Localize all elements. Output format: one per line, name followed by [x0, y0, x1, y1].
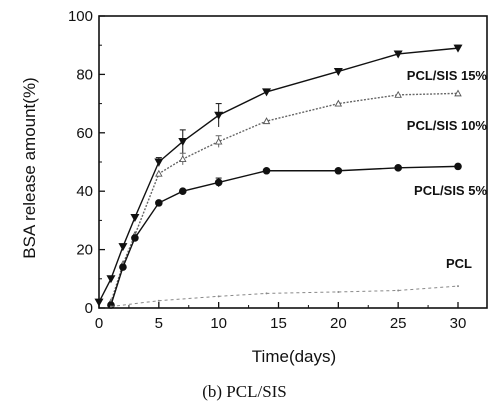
x-tick-label: 5 — [155, 315, 163, 332]
data-point — [454, 89, 462, 97]
data-point — [106, 275, 116, 284]
data-point — [337, 290, 340, 293]
series-line — [110, 92, 459, 303]
y-tick-label: 100 — [68, 8, 93, 25]
series-label-3: PCL — [446, 256, 472, 271]
data-point — [118, 243, 128, 252]
data-point — [262, 88, 272, 97]
x-tick-label: 25 — [390, 315, 407, 332]
data-point — [179, 155, 187, 163]
data-point — [397, 289, 400, 292]
data-point — [265, 292, 268, 295]
figure-caption: (b) PCL/SIS — [202, 382, 287, 401]
y-tick-label: 60 — [76, 125, 93, 142]
data-point — [334, 166, 343, 175]
x-axis-title: Time(days) — [252, 347, 336, 366]
data-point — [394, 90, 402, 98]
y-tick-label: 0 — [85, 300, 93, 317]
data-point — [214, 178, 223, 187]
data-point — [214, 137, 223, 145]
y-tick-label: 40 — [76, 183, 93, 200]
series-label-1: PCL/SIS 10% — [407, 118, 488, 133]
data-point — [262, 166, 271, 175]
data-point — [154, 158, 164, 167]
series-line — [98, 47, 459, 303]
data-point — [333, 67, 343, 76]
data-point — [334, 99, 343, 107]
y-axis-title: BSA release amount(%) — [20, 77, 39, 258]
data-point — [214, 111, 224, 120]
data-point — [119, 263, 127, 271]
chart-series — [94, 44, 463, 309]
x-tick-label: 10 — [210, 315, 227, 332]
y-tick-label: 20 — [76, 242, 93, 259]
series-line — [110, 285, 459, 308]
x-tick-label: 30 — [450, 315, 467, 332]
data-point — [457, 285, 459, 288]
series-line — [110, 165, 459, 306]
data-point — [94, 298, 104, 307]
data-point — [454, 162, 462, 171]
data-point — [178, 138, 188, 147]
series-label-0: PCL/SIS 15% — [407, 68, 488, 83]
series-3 — [109, 285, 459, 308]
x-tick-label: 0 — [95, 315, 103, 332]
series-2 — [107, 162, 462, 309]
series-label-2: PCL/SIS 5% — [414, 183, 487, 198]
data-point — [394, 164, 402, 172]
data-point — [130, 213, 140, 222]
data-point — [157, 299, 160, 302]
chart-series-labels: PCL/SIS 15% PCL/SIS 10% PCL/SIS 5% PCL — [407, 68, 488, 271]
data-point — [107, 301, 115, 309]
data-point — [217, 295, 220, 298]
data-point — [453, 44, 463, 53]
y-tick-label: 80 — [76, 66, 93, 83]
data-point — [393, 50, 403, 59]
data-point — [262, 117, 271, 125]
chart-axes: 0 5 10 15 20 25 30 0 20 40 60 80 100 — [68, 8, 488, 332]
data-point — [155, 169, 163, 177]
series-0 — [94, 44, 463, 307]
x-tick-label: 20 — [330, 315, 347, 332]
data-point — [109, 305, 112, 308]
data-point — [178, 187, 187, 195]
x-tick-label: 15 — [270, 315, 287, 332]
data-point — [131, 234, 139, 242]
data-point — [155, 199, 163, 207]
